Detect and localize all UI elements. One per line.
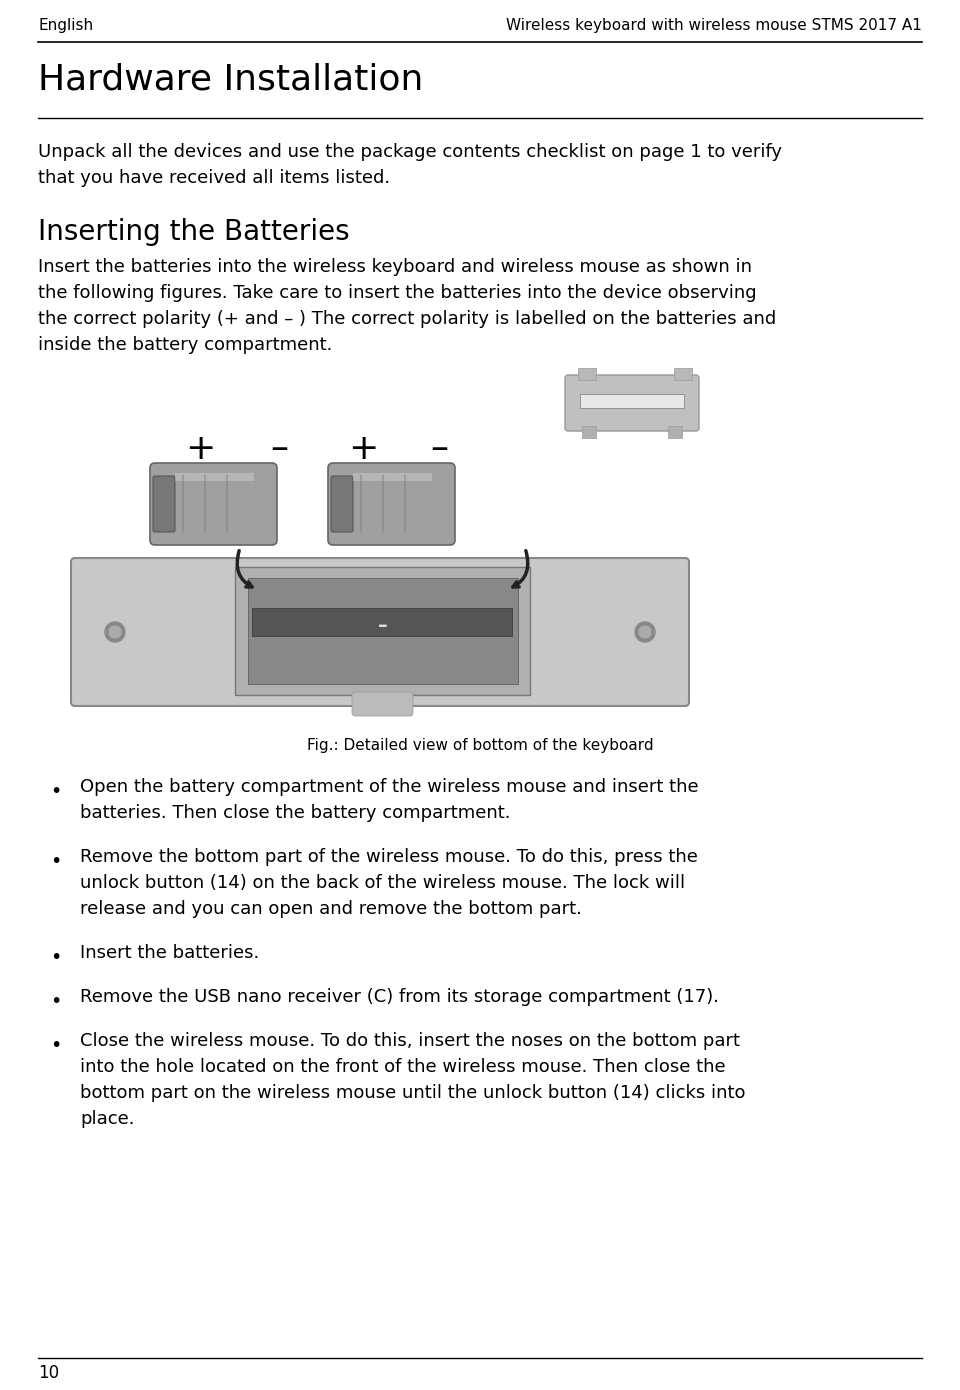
FancyBboxPatch shape xyxy=(331,475,353,532)
Text: Fig.: Detailed view of bottom of the keyboard: Fig.: Detailed view of bottom of the key… xyxy=(306,738,654,753)
Bar xyxy=(580,393,684,409)
FancyBboxPatch shape xyxy=(328,463,455,545)
Text: Insert the batteries into the wireless keyboard and wireless mouse as shown in: Insert the batteries into the wireless k… xyxy=(38,259,752,277)
Bar xyxy=(668,425,682,438)
Text: the correct polarity (+ and – ) The correct polarity is labelled on the batterie: the correct polarity (+ and – ) The corr… xyxy=(38,310,777,328)
Text: batteries. Then close the battery compartment.: batteries. Then close the battery compar… xyxy=(80,803,511,821)
FancyBboxPatch shape xyxy=(153,475,175,532)
Bar xyxy=(175,473,254,481)
Text: +: + xyxy=(348,432,378,466)
Text: •: • xyxy=(50,1036,61,1055)
Text: Hardware Installation: Hardware Installation xyxy=(38,63,423,96)
FancyBboxPatch shape xyxy=(150,463,277,545)
Text: Insert the batteries.: Insert the batteries. xyxy=(80,944,259,962)
Text: Remove the USB nano receiver (C) from its storage compartment (17).: Remove the USB nano receiver (C) from it… xyxy=(80,988,719,1006)
Text: Unpack all the devices and use the package contents checklist on page 1 to verif: Unpack all the devices and use the packa… xyxy=(38,143,782,161)
FancyBboxPatch shape xyxy=(352,692,413,716)
Text: •: • xyxy=(50,852,61,872)
Text: Wireless keyboard with wireless mouse STMS 2017 A1: Wireless keyboard with wireless mouse ST… xyxy=(506,18,922,33)
Bar xyxy=(578,368,596,379)
Bar xyxy=(235,567,530,695)
Bar xyxy=(252,607,512,637)
Text: •: • xyxy=(50,992,61,1011)
Text: release and you can open and remove the bottom part.: release and you can open and remove the … xyxy=(80,899,582,917)
Text: English: English xyxy=(38,18,93,33)
Text: the following figures. Take care to insert the batteries into the device observi: the following figures. Take care to inse… xyxy=(38,284,756,302)
Text: inside the battery compartment.: inside the battery compartment. xyxy=(38,336,332,354)
Text: unlock button (14) on the back of the wireless mouse. The lock will: unlock button (14) on the back of the wi… xyxy=(80,874,685,892)
Circle shape xyxy=(635,621,655,642)
Bar xyxy=(674,368,692,379)
Bar xyxy=(353,473,432,481)
Text: •: • xyxy=(50,783,61,801)
Text: –: – xyxy=(270,432,288,466)
Text: Open the battery compartment of the wireless mouse and insert the: Open the battery compartment of the wire… xyxy=(80,778,699,796)
Text: Close the wireless mouse. To do this, insert the noses on the bottom part: Close the wireless mouse. To do this, in… xyxy=(80,1031,740,1049)
Circle shape xyxy=(105,621,125,642)
Text: Inserting the Batteries: Inserting the Batteries xyxy=(38,218,349,246)
Text: +: + xyxy=(185,432,215,466)
Text: Remove the bottom part of the wireless mouse. To do this, press the: Remove the bottom part of the wireless m… xyxy=(80,848,698,866)
FancyBboxPatch shape xyxy=(565,375,699,431)
Bar xyxy=(582,425,596,438)
Text: into the hole located on the front of the wireless mouse. Then close the: into the hole located on the front of th… xyxy=(80,1058,726,1076)
Text: place.: place. xyxy=(80,1111,134,1129)
Circle shape xyxy=(639,626,651,638)
Text: bottom part on the wireless mouse until the unlock button (14) clicks into: bottom part on the wireless mouse until … xyxy=(80,1084,746,1102)
Bar xyxy=(248,578,518,684)
Text: –: – xyxy=(430,432,448,466)
Text: that you have received all items listed.: that you have received all items listed. xyxy=(38,170,390,188)
Text: –: – xyxy=(378,616,388,635)
Text: •: • xyxy=(50,948,61,967)
Text: 10: 10 xyxy=(38,1364,60,1382)
FancyBboxPatch shape xyxy=(71,557,689,706)
Circle shape xyxy=(109,626,121,638)
